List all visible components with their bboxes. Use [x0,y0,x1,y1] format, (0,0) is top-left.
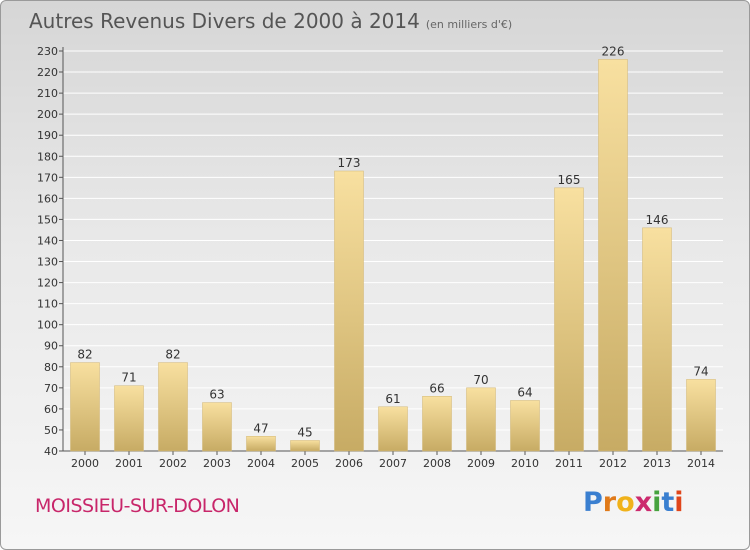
bar-2003 [202,402,232,452]
x-tick-label: 2002 [159,457,187,470]
data-label: 82 [77,348,92,362]
y-tick-label: 160 [37,192,58,205]
logo-letter: o [616,487,635,518]
bar-2004 [246,436,276,452]
logo-letter: x [634,487,653,518]
y-tick-label: 50 [44,424,58,437]
bar-2000 [70,362,100,452]
data-label: 146 [646,213,669,227]
bar-2011 [554,187,584,452]
data-label: 61 [385,392,400,406]
proxiti-logo: Proxiti [583,487,684,518]
data-label: 47 [253,421,268,435]
bar-2009 [466,387,496,452]
x-tick-label: 2005 [291,457,319,470]
data-label: 63 [209,388,224,402]
data-label: 71 [121,371,136,385]
data-label: 45 [297,425,312,439]
y-tick-label: 60 [44,403,58,416]
bar-2010 [510,400,540,452]
bar-2014 [686,379,716,452]
y-tick-label: 90 [44,340,58,353]
y-tick-label: 40 [44,445,58,458]
x-tick-label: 2014 [687,457,715,470]
y-tick-label: 220 [37,66,58,79]
x-tick-label: 2003 [203,457,231,470]
data-label: 66 [429,381,444,395]
bars [70,59,716,452]
x-tick-label: 2006 [335,457,363,470]
x-tick-label: 2009 [467,457,495,470]
y-tick-labels: 40 50 60 70 80 90 100 110 120 130 140 150 160 170 180 1… [37,45,58,458]
y-tick-label: 100 [37,319,58,332]
bar-2001 [114,385,144,452]
y-tick-label: 230 [37,45,58,58]
x-tick-label: 2000 [71,457,99,470]
chart-title: Autres Revenus Divers de 2000 à 2014 (en … [29,9,512,33]
x-tick-label: 2001 [115,457,143,470]
chart-title-text: Autres Revenus Divers de 2000 à 2014 [29,9,420,33]
x-tick-label: 2011 [555,457,583,470]
x-tick-label: 2010 [511,457,539,470]
logo-letter: i [674,487,684,518]
y-tick-label: 140 [37,234,58,247]
y-tick-label: 70 [44,382,58,395]
logo-letter: i [652,487,662,518]
x-tick-label: 2007 [379,457,407,470]
logo-letter: t [661,487,675,518]
bar-2007 [378,406,408,452]
logo-letter: r [602,487,617,518]
data-label: 82 [165,348,180,362]
x-tick-label: 2013 [643,457,671,470]
chart-unit: (en milliers d'€) [425,18,513,31]
data-label: 70 [473,373,488,387]
bar-2006 [334,170,364,452]
place-name: MOISSIEU-SUR-DOLON [35,495,240,517]
x-tick-labels: 2000 2001 2002 2003 2004 2005 2006 2007 2008 2009… [71,457,715,470]
x-tick-label: 2012 [599,457,627,470]
y-tick-label: 130 [37,256,58,269]
data-label: 64 [517,385,532,399]
y-tick-label: 80 [44,361,58,374]
y-tick-label: 150 [37,213,58,226]
data-label: 173 [338,156,361,170]
bar-2002 [158,362,188,452]
bar-2013 [642,227,672,452]
x-tick-label: 2008 [423,457,451,470]
y-tick-label: 180 [37,150,58,163]
data-label: 165 [558,173,581,187]
y-tick-label: 110 [37,298,58,311]
x-tick-label: 2004 [247,457,275,470]
bar-2012 [598,59,628,452]
y-tick-label: 190 [37,129,58,142]
bar-2005 [290,440,320,452]
data-labels: 82 71 82 63 47 45 173 61 66 70 64 165 226 146 74 [77,44,708,439]
bar-2008 [422,396,452,452]
y-tick-label: 170 [37,171,58,184]
data-label: 74 [693,364,708,378]
y-tick-label: 200 [37,108,58,121]
data-label: 226 [602,44,625,58]
y-tick-label: 210 [37,87,58,100]
logo-letter: P [583,487,603,518]
y-tick-label: 120 [37,277,58,290]
